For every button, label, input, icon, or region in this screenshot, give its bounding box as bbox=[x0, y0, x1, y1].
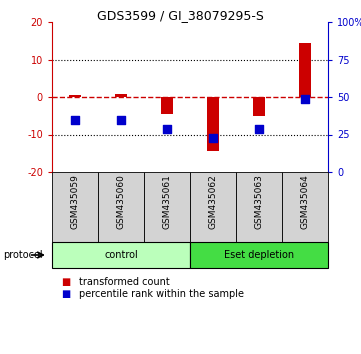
Text: GSM435062: GSM435062 bbox=[209, 174, 217, 229]
Text: percentile rank within the sample: percentile rank within the sample bbox=[79, 289, 244, 299]
Point bbox=[210, 136, 216, 141]
Text: ■: ■ bbox=[61, 277, 71, 287]
Text: GSM435064: GSM435064 bbox=[300, 174, 309, 229]
Bar bbox=[161, 97, 173, 114]
Point bbox=[164, 126, 170, 132]
Text: control: control bbox=[104, 250, 138, 260]
Text: GSM435060: GSM435060 bbox=[117, 174, 126, 229]
Bar bbox=[299, 42, 311, 97]
Text: transformed count: transformed count bbox=[79, 277, 170, 287]
Bar bbox=[207, 97, 219, 152]
Bar bbox=[115, 94, 127, 97]
Text: Eset depletion: Eset depletion bbox=[224, 250, 294, 260]
Text: GDS3599 / GI_38079295-S: GDS3599 / GI_38079295-S bbox=[97, 9, 264, 22]
Text: GSM435059: GSM435059 bbox=[70, 174, 79, 229]
Text: GSM435063: GSM435063 bbox=[255, 174, 264, 229]
Point bbox=[256, 126, 262, 132]
Text: ■: ■ bbox=[61, 289, 71, 299]
Text: protocol: protocol bbox=[4, 250, 43, 260]
Bar bbox=[69, 95, 81, 97]
Point bbox=[302, 96, 308, 102]
Bar bbox=[253, 97, 265, 116]
Point bbox=[72, 117, 78, 122]
Text: GSM435061: GSM435061 bbox=[162, 174, 171, 229]
Point bbox=[118, 118, 124, 123]
